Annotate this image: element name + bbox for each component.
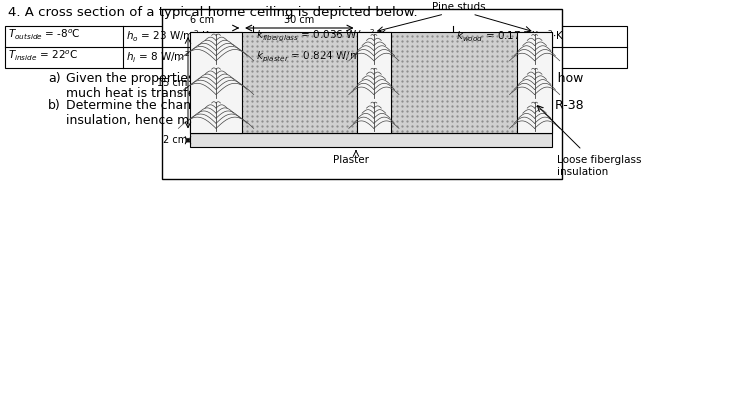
- Text: $h_o$ = 23 W/m$^2$$\cdot$K: $h_o$ = 23 W/m$^2$$\cdot$K: [126, 28, 210, 44]
- Text: 30 cm: 30 cm: [284, 15, 315, 25]
- Text: Determine the change in heat transfer if the ceiling was instead designed for R-: Determine the change in heat transfer if…: [66, 99, 584, 127]
- Text: Loose fiberglass
insulation: Loose fiberglass insulation: [557, 155, 642, 177]
- Text: $T_{inside}$ = 22$^o$C: $T_{inside}$ = 22$^o$C: [8, 49, 78, 63]
- Text: b): b): [48, 99, 61, 112]
- Text: $k_{wood}$ = 0.17 W/m$^2$$\cdot$K: $k_{wood}$ = 0.17 W/m$^2$$\cdot$K: [456, 28, 565, 44]
- Bar: [190, 134, 552, 147]
- Bar: [5, 26, 627, 68]
- Text: 6 cm: 6 cm: [190, 15, 214, 25]
- Text: Pine studs: Pine studs: [433, 2, 486, 12]
- Bar: [190, 32, 552, 134]
- Text: Given the properties listed for the materials making up the ceiling, determine h: Given the properties listed for the mate…: [66, 72, 583, 100]
- Bar: [162, 9, 562, 179]
- Text: Plaster: Plaster: [333, 155, 369, 165]
- Bar: [517, 32, 552, 134]
- Text: $T_{outside}$ = -8$^o$C: $T_{outside}$ = -8$^o$C: [8, 28, 81, 42]
- Text: $k_{plaster}$ = 0.824 W/m$^2$$\cdot$K: $k_{plaster}$ = 0.824 W/m$^2$$\cdot$K: [256, 49, 377, 65]
- Text: $h_i$ = 8 W/m$^2$$\cdot$K: $h_i$ = 8 W/m$^2$$\cdot$K: [126, 49, 201, 65]
- Bar: [356, 32, 391, 134]
- Bar: [190, 32, 242, 134]
- Text: 4. A cross section of a typical home ceiling is depicted below.: 4. A cross section of a typical home cei…: [8, 6, 418, 19]
- Bar: [190, 32, 552, 134]
- Text: $k_{fiberglass}$ = 0.036 W/m$^2$$\cdot$K: $k_{fiberglass}$ = 0.036 W/m$^2$$\cdot$K: [256, 28, 387, 44]
- Text: 2 cm: 2 cm: [162, 135, 187, 145]
- Text: 15 cm: 15 cm: [157, 78, 187, 88]
- Text: a): a): [48, 72, 61, 85]
